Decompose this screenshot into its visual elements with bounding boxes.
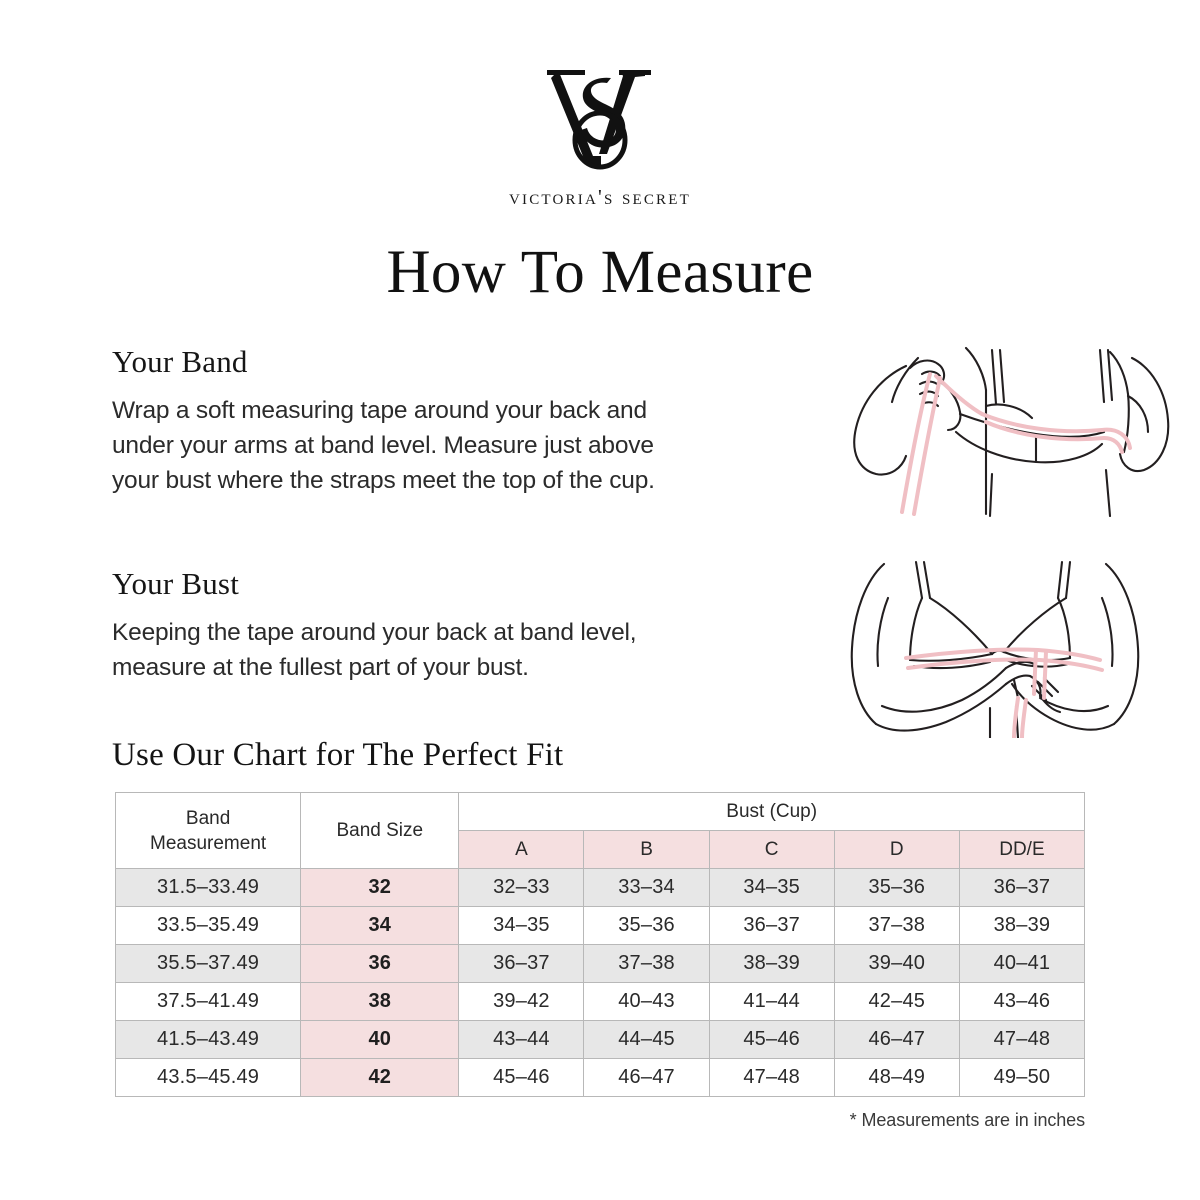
cell-cup-c: 38–39: [708, 944, 835, 983]
header-band-measurement-line1: Band: [185, 807, 231, 829]
section-body-band: Wrap a soft measuring tape around your b…: [112, 397, 655, 494]
header-cup-c: C: [708, 830, 835, 869]
table-row: 41.5–43.49 40 43–44 44–45 45–46 46–47 47…: [114, 1020, 1086, 1059]
cell-cup-d: 42–45: [833, 982, 960, 1021]
section-your-bust: Your Bust Keeping the tape around your b…: [0, 560, 1200, 738]
cell-band-size: 42: [300, 1058, 460, 1097]
band-measurement-illustration: [853, 346, 1170, 518]
cell-cup-d: 39–40: [833, 944, 960, 983]
cell-band-measurement: 41.5–43.49: [114, 1020, 302, 1059]
table-row: 35.5–37.49 36 36–37 37–38 38–39 39–40 40…: [114, 944, 1086, 983]
cell-cup-b: 44–45: [583, 1020, 710, 1059]
table-body: 31.5–33.49 32 32–33 33–34 34–35 35–36 36…: [114, 868, 1086, 1097]
cell-cup-dde: 40–41: [958, 944, 1086, 983]
cell-band-size: 40: [300, 1020, 460, 1059]
cell-cup-a: 39–42: [458, 982, 585, 1021]
cell-cup-d: 46–47: [833, 1020, 960, 1059]
page-title: How To Measure: [386, 239, 814, 306]
size-chart-table: Band Measurement Band Size Bust (Cup) A …: [114, 792, 1086, 1097]
cell-band-measurement: 37.5–41.49: [114, 982, 302, 1021]
cell-cup-c: 45–46: [708, 1020, 835, 1059]
bust-measurement-illustration: [850, 560, 1140, 738]
cell-cup-b: 33–34: [583, 868, 710, 907]
cell-cup-c: 41–44: [708, 982, 835, 1021]
cell-cup-a: 43–44: [458, 1020, 585, 1059]
brand-wordmark: Victoria's Secret: [508, 185, 691, 209]
table-row: 37.5–41.49 38 39–42 40–43 41–44 42–45 43…: [114, 982, 1086, 1021]
header-band-measurement-line2: Measurement: [150, 832, 267, 854]
cell-cup-a: 36–37: [458, 944, 585, 983]
cell-cup-dde: 49–50: [958, 1058, 1086, 1097]
section-body-bust: Keeping the tape around your back at ban…: [112, 619, 637, 681]
cell-cup-a: 32–33: [458, 868, 585, 907]
cell-cup-b: 40–43: [583, 982, 710, 1021]
cell-cup-b: 37–38: [583, 944, 710, 983]
header-band-measurement: Band Measurement: [114, 792, 302, 869]
cell-band-measurement: 43.5–45.49: [114, 1058, 302, 1097]
cell-band-size: 36: [300, 944, 460, 983]
header-cup-dde: DD/E: [958, 830, 1086, 869]
size-chart-container: Band Measurement Band Size Bust (Cup) A …: [114, 792, 1086, 1097]
cell-cup-b: 46–47: [583, 1058, 710, 1097]
header-cup-b: B: [583, 830, 710, 869]
section-title-bust: Your Bust: [112, 566, 240, 601]
header-cup-a: A: [458, 830, 585, 869]
chart-heading: Use Our Chart for The Perfect Fit: [112, 737, 564, 773]
table-footnote: * Measurements are in inches: [849, 1110, 1085, 1130]
table-row: 33.5–35.49 34 34–35 35–36 36–37 37–38 38…: [114, 906, 1086, 945]
cell-cup-a: 34–35: [458, 906, 585, 945]
cell-cup-c: 34–35: [708, 868, 835, 907]
brand-header: Victoria's Secret: [0, 0, 1200, 210]
cell-band-measurement: 35.5–37.49: [114, 944, 302, 983]
cell-band-size: 34: [300, 906, 460, 945]
table-header: Band Measurement Band Size Bust (Cup) A …: [114, 792, 1086, 869]
section-your-band: Your Band Wrap a soft measuring tape aro…: [0, 344, 1200, 518]
cell-cup-dde: 43–46: [958, 982, 1086, 1021]
cell-cup-dde: 36–37: [958, 868, 1086, 907]
cell-band-measurement: 33.5–35.49: [114, 906, 302, 945]
cell-cup-d: 35–36: [833, 868, 960, 907]
vs-monogram-icon: [547, 70, 651, 170]
cell-band-size: 38: [300, 982, 460, 1021]
table-row: 31.5–33.49 32 32–33 33–34 34–35 35–36 36…: [114, 868, 1086, 907]
cell-cup-d: 37–38: [833, 906, 960, 945]
cell-cup-dde: 38–39: [958, 906, 1086, 945]
section-title-band: Your Band: [112, 344, 248, 379]
cell-cup-a: 45–46: [458, 1058, 585, 1097]
cell-cup-d: 48–49: [833, 1058, 960, 1097]
header-band-size: Band Size: [300, 792, 460, 869]
cell-cup-c: 47–48: [708, 1058, 835, 1097]
cell-cup-b: 35–36: [583, 906, 710, 945]
cell-cup-c: 36–37: [708, 906, 835, 945]
table-row: 43.5–45.49 42 45–46 46–47 47–48 48–49 49…: [114, 1058, 1086, 1097]
cell-band-size: 32: [300, 868, 460, 907]
header-bust-cup-group: Bust (Cup): [458, 792, 1085, 831]
header-cup-d: D: [833, 830, 960, 869]
cell-band-measurement: 31.5–33.49: [114, 868, 302, 907]
cell-cup-dde: 47–48: [958, 1020, 1086, 1059]
